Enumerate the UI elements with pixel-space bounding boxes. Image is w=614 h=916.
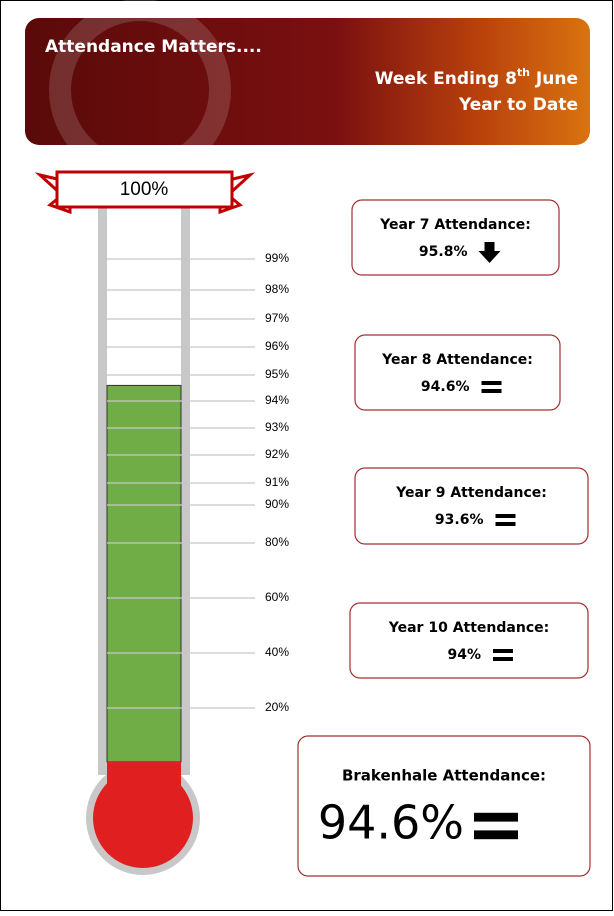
- trend-equal: [474, 812, 518, 822]
- thermometer: 99% 98% 97% 96% 95% 94% 93% 92% 91% 90% 80% 60% 40% 2…: [93, 251, 289, 868]
- card-value: 94%: [447, 647, 481, 663]
- trend-equal: [481, 381, 502, 385]
- trend-equal: [493, 649, 513, 653]
- header-title: Attendance Matters....: [45, 37, 262, 57]
- trend-equal: [495, 514, 516, 518]
- card: [354, 467, 589, 545]
- top-label: 100%: [120, 179, 169, 200]
- card: [351, 199, 560, 276]
- card-value: 95.8%: [419, 244, 468, 260]
- header-week: Week Ending 8th June: [375, 66, 578, 89]
- tick-label: 20%: [265, 700, 289, 714]
- week-text: Week Ending 8: [375, 69, 517, 89]
- logo-watermark: [49, 0, 231, 181]
- trend-down: [478, 242, 501, 263]
- week-sup: th: [517, 66, 530, 79]
- tick-label: 96%: [265, 339, 289, 353]
- card: [354, 334, 561, 411]
- card-label: Year 8 Attendance:: [381, 352, 533, 368]
- tick-label: 60%: [265, 590, 289, 604]
- tick-label: 80%: [265, 535, 289, 549]
- card-label: Year 7 Attendance:: [379, 217, 531, 233]
- trend-equal: [495, 522, 516, 526]
- ribbon: [55, 170, 234, 209]
- bulb: [93, 768, 193, 868]
- card: [297, 735, 591, 877]
- cards: Year 7 Attendance: 95.8% Year 8 Attendance…: [297, 199, 591, 877]
- header-banner: [25, 18, 590, 145]
- tick-label: 93%: [265, 420, 289, 434]
- card: [349, 602, 589, 679]
- tick-label: 91%: [265, 475, 289, 489]
- card-value: 94.6%: [421, 379, 470, 395]
- trend-equal: [481, 389, 502, 393]
- tick-label: 40%: [265, 645, 289, 659]
- card-value: 94.6%: [318, 796, 464, 850]
- header-period: Year to Date: [458, 95, 578, 115]
- trend-equal: [474, 830, 518, 840]
- tick-label: 94%: [265, 393, 289, 407]
- week-month: June: [530, 69, 578, 89]
- tick-label: 90%: [265, 497, 289, 511]
- tick-label: 98%: [265, 282, 289, 296]
- card-label: Year 10 Attendance:: [388, 620, 549, 636]
- card-value: 93.6%: [435, 512, 484, 528]
- card-label: Brakenhale Attendance:: [342, 767, 546, 785]
- tick-label: 99%: [265, 251, 289, 265]
- trend-equal: [493, 657, 513, 661]
- fill-level: [106, 384, 182, 763]
- tick-label: 92%: [265, 447, 289, 461]
- tick-label: 95%: [265, 367, 289, 381]
- card-label: Year 9 Attendance:: [395, 485, 547, 501]
- tick-label: 97%: [265, 311, 289, 325]
